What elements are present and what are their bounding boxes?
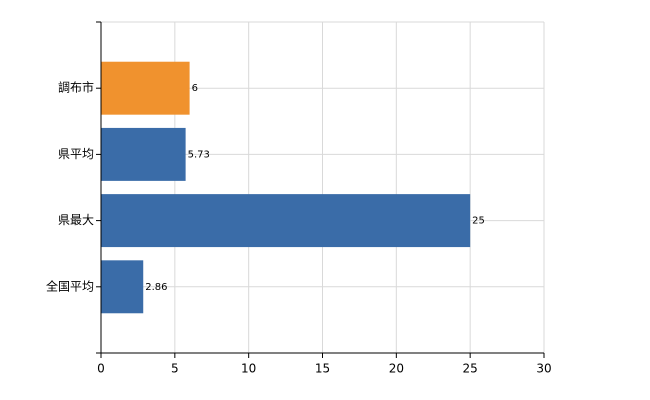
bar [101,61,190,115]
value-label: 25 [472,216,485,227]
x-tick-label: 15 [315,362,330,376]
y-tick-label: 調布市 [58,80,94,95]
x-tick-label: 10 [241,362,256,376]
x-tick-label: 30 [536,362,551,376]
bar [101,194,471,248]
bar [101,127,186,181]
value-label: 2.86 [145,282,167,293]
x-tick-label: 0 [97,362,105,376]
value-label: 6 [192,83,198,94]
x-tick-label: 5 [171,362,179,376]
x-tick-label: 20 [389,362,404,376]
y-tick-label: 全国平均 [46,278,94,293]
x-tick-label: 25 [463,362,478,376]
y-tick-label: 県最大 [58,213,94,227]
value-label: 5.73 [188,149,210,160]
bar [101,260,144,314]
y-tick-label: 県平均 [58,147,94,161]
